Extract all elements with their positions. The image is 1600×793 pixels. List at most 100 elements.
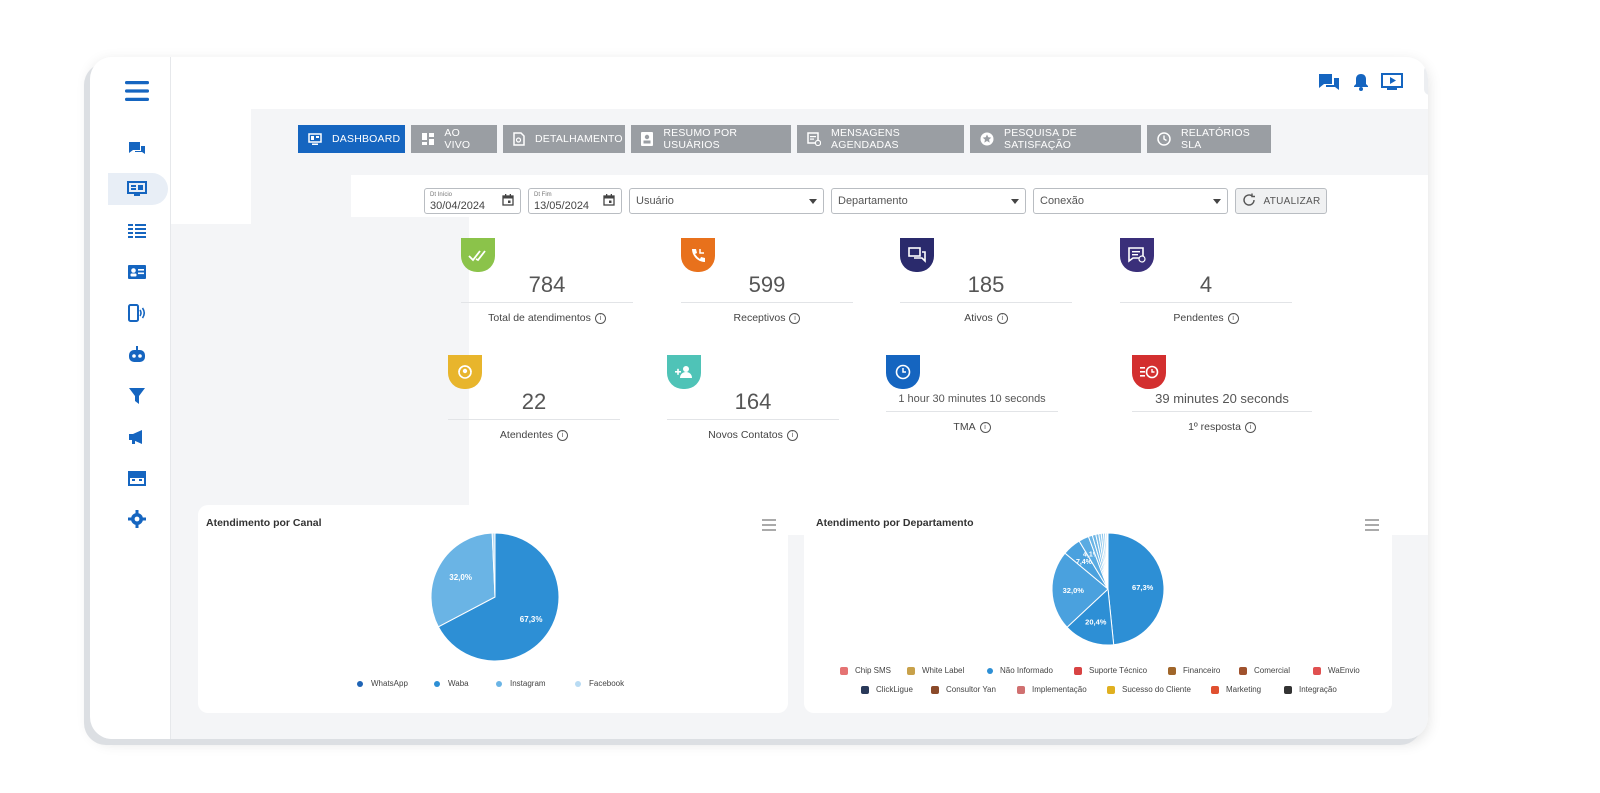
legend-item[interactable]: Sucesso do Cliente — [1107, 685, 1191, 694]
screen-play-icon[interactable] — [1379, 69, 1405, 95]
kpi-label: TMA i — [886, 421, 1058, 433]
pie-chart-departamento: 67,3% 20,4% 32,0% 7,4%4,1% — [1051, 532, 1165, 646]
pie-data-label: 7,4% — [1076, 559, 1093, 566]
legend-item[interactable]: Implementação — [1017, 685, 1087, 694]
pie-data-label: 32,0% — [1063, 586, 1085, 595]
usuario-select[interactable]: Usuário — [629, 188, 824, 214]
topbar-bg — [171, 57, 1428, 109]
kpi-label-text: Ativos — [964, 312, 993, 324]
info-icon[interactable]: i — [557, 429, 569, 441]
pie-data-label: 32,0% — [449, 573, 472, 582]
tab-relatorios-sla[interactable]: RELATÓRIOS SLA — [1147, 125, 1271, 153]
calendar-icon[interactable] — [603, 194, 615, 209]
kpi-label: Pendentes i — [1120, 312, 1292, 324]
date-end-field[interactable]: Dt Fim 13/05/2024 — [528, 188, 622, 214]
chat-icon[interactable] — [104, 133, 170, 165]
legend-item[interactable]: Suporte Técnico — [1074, 666, 1147, 675]
chevron-down-icon — [1011, 199, 1019, 204]
legend-item[interactable]: White Label — [907, 666, 964, 675]
pie-slice[interactable] — [491, 532, 496, 598]
date-start-field[interactable]: Dt Início 30/04/2024 — [424, 188, 521, 214]
user-menu[interactable]: L — [1424, 65, 1428, 95]
tab-label: PESQUISA DE SATISFAÇÃO — [1004, 127, 1077, 151]
info-icon[interactable]: i — [594, 312, 606, 324]
clock-icon — [1157, 132, 1171, 146]
legend-item[interactable]: Não Informado — [987, 666, 1053, 675]
monitor-icon — [308, 132, 322, 146]
pie-slice[interactable] — [437, 532, 560, 662]
legend-item[interactable]: Instagram — [496, 679, 546, 688]
hamburger-menu-icon[interactable] — [762, 519, 776, 534]
store-icon[interactable] — [104, 462, 170, 494]
conexao-select-value: Conexão — [1040, 195, 1085, 207]
conexao-select[interactable]: Conexão — [1033, 188, 1228, 214]
legend-label: ClickLigue — [876, 685, 913, 694]
megaphone-icon[interactable] — [104, 421, 170, 453]
dashboard-icon[interactable] — [104, 173, 170, 205]
kpi-atendentes: 22 Atendentes i — [448, 355, 620, 447]
departamento-select[interactable]: Departamento — [831, 188, 1026, 214]
tab-pesquisa-satisfacao[interactable]: PESQUISA DE SATISFAÇÃO — [970, 125, 1141, 153]
date-end-value: 13/05/2024 — [534, 200, 590, 212]
legend-label: WhatsApp — [371, 679, 408, 688]
tab-mensagens-agendadas[interactable]: MENSAGENS AGENDADAS — [797, 125, 964, 153]
legend-item[interactable]: Facebook — [575, 679, 624, 688]
tab-dashboard[interactable]: DASHBOARD — [298, 125, 405, 153]
info-icon[interactable]: i — [786, 429, 798, 441]
legend-item[interactable]: Waba — [434, 679, 469, 688]
pie-slice[interactable] — [1051, 552, 1109, 628]
legend-item[interactable]: Integração — [1284, 685, 1337, 694]
decorative-shape — [171, 109, 251, 224]
chat-icon[interactable] — [1316, 69, 1342, 95]
pie-data-label: 4,1% — [1083, 552, 1100, 559]
hamburger-menu-icon[interactable] — [1365, 519, 1379, 534]
box-icon — [907, 666, 915, 675]
info-icon[interactable]: i — [996, 312, 1008, 324]
pie-slice[interactable] — [1066, 587, 1115, 646]
legend-item[interactable]: WhatsApp — [357, 679, 408, 688]
legend-item[interactable]: ClickLigue — [861, 685, 913, 694]
info-icon[interactable]: i — [979, 421, 991, 433]
calendar-message-icon — [807, 132, 821, 146]
tab-resumo-usuarios[interactable]: RESUMO POR USUÁRIOS — [631, 125, 791, 153]
chevron-down-icon — [809, 199, 817, 204]
trophy-icon — [1107, 685, 1115, 694]
info-icon[interactable]: i — [789, 312, 801, 324]
legend-item[interactable]: Chip SMS — [840, 666, 891, 675]
filter-icon[interactable] — [104, 380, 170, 412]
info-icon[interactable]: i — [1244, 421, 1256, 433]
refresh-button[interactable]: ATUALIZAR — [1235, 188, 1327, 214]
menu-icon[interactable] — [104, 75, 170, 107]
pie-slice[interactable] — [1107, 532, 1165, 646]
legend-item[interactable]: Comercial — [1239, 666, 1290, 675]
legend-label: Integração — [1299, 685, 1337, 694]
legend-item[interactable]: Financeiro — [1168, 666, 1220, 675]
calendar-icon[interactable] — [502, 194, 514, 209]
legend-label: White Label — [922, 666, 965, 675]
tab-detalhamento[interactable]: DETALHAMENTO — [503, 125, 625, 153]
bell-icon[interactable] — [1348, 69, 1374, 95]
legend-dot — [496, 680, 502, 687]
list-icon[interactable] — [104, 215, 170, 247]
pie-slice[interactable] — [430, 532, 496, 628]
legend-item[interactable]: Marketing — [1211, 685, 1261, 694]
kpi-value: 39 minutes 20 seconds — [1155, 391, 1289, 406]
refresh-label: ATUALIZAR — [1263, 195, 1321, 207]
kpi-label-text: Total de atendimentos — [488, 312, 591, 324]
gear-icon[interactable] — [104, 503, 170, 535]
pie-slice[interactable] — [1106, 532, 1109, 590]
chart-card-canal: Atendimento por Canal 67,3% 32,0% WhatsAp… — [198, 505, 788, 713]
phone-signal-icon[interactable] — [104, 297, 170, 329]
robot-icon[interactable] — [104, 339, 170, 371]
legend-item[interactable]: WaEnvio — [1313, 666, 1360, 675]
kpi-value: 599 — [748, 272, 786, 297]
legend-item[interactable]: Consultor Yan — [931, 685, 996, 694]
money-bag-icon — [1168, 666, 1176, 675]
incoming-call-icon — [681, 238, 715, 272]
contact-card-icon[interactable] — [104, 256, 170, 288]
info-icon[interactable]: i — [1227, 312, 1239, 324]
plug-icon — [1284, 685, 1292, 694]
tab-label: DASHBOARD — [332, 133, 401, 145]
tab-ao-vivo[interactable]: AO VIVO — [411, 125, 497, 153]
decorative-bg — [269, 217, 469, 535]
